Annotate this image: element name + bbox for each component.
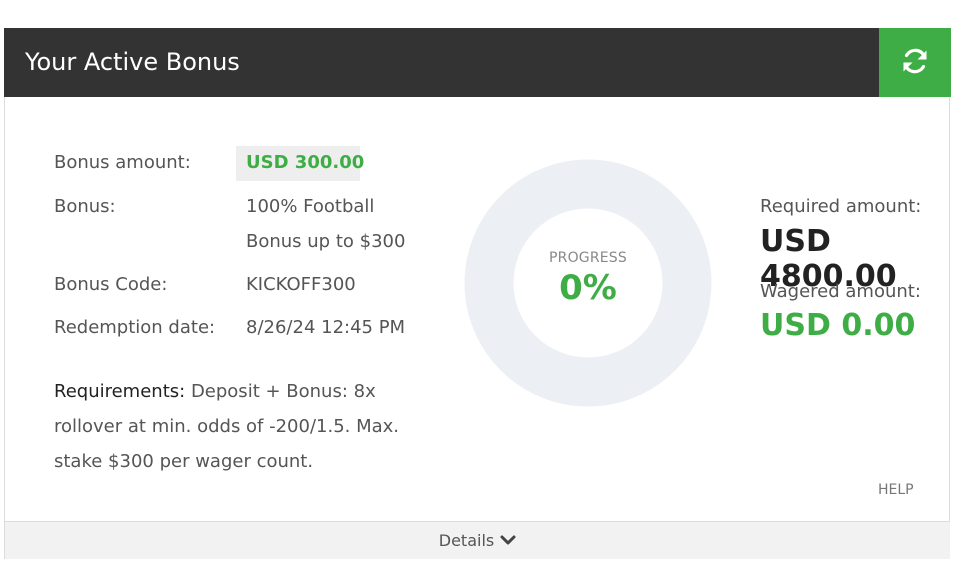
refresh-icon — [899, 45, 931, 81]
bonus-amount-highlight — [236, 146, 360, 181]
card-header: Your Active Bonus — [4, 28, 951, 97]
refresh-button[interactable] — [879, 28, 951, 97]
required-amount-label: Required amount: — [760, 196, 922, 217]
redemption-date-value: 8/26/24 12:45 PM — [246, 317, 406, 338]
requirements-label: Requirements: — [54, 381, 186, 402]
progress-label: PROGRESS — [549, 250, 627, 266]
chevron-down-icon — [500, 531, 516, 550]
bonus-code-label: Bonus Code: — [54, 274, 168, 295]
bonus-value-line1: 100% Football — [246, 196, 375, 217]
required-amount-value: USD 4800.00 — [760, 224, 897, 294]
bonus-amount-value: USD 300.00 — [246, 152, 365, 173]
progress-ring — [464, 159, 712, 407]
details-label: Details — [438, 531, 495, 550]
help-link[interactable]: HELP — [878, 482, 914, 498]
details-toggle[interactable]: Details — [5, 521, 950, 559]
bonus-code-value: KICKOFF300 — [246, 274, 356, 295]
page-title: Your Active Bonus — [25, 48, 240, 76]
wagered-amount-label: Wagered amount: — [760, 281, 921, 302]
progress-value: 0% — [559, 268, 617, 308]
progress-ring-track — [464, 159, 712, 407]
wagered-amount-value: USD 0.00 — [760, 308, 916, 343]
requirements-body: Deposit + Bonus: 8x rollover at min. odd… — [54, 381, 400, 472]
redemption-date-label: Redemption date: — [54, 317, 216, 338]
bonus-value-line2: Bonus up to $300 — [246, 231, 406, 252]
bonus-amount-label: Bonus amount: — [54, 152, 191, 173]
requirements-text: Requirements: Deposit + Bonus: 8x rollov… — [54, 374, 414, 479]
bonus-label: Bonus: — [54, 196, 116, 217]
